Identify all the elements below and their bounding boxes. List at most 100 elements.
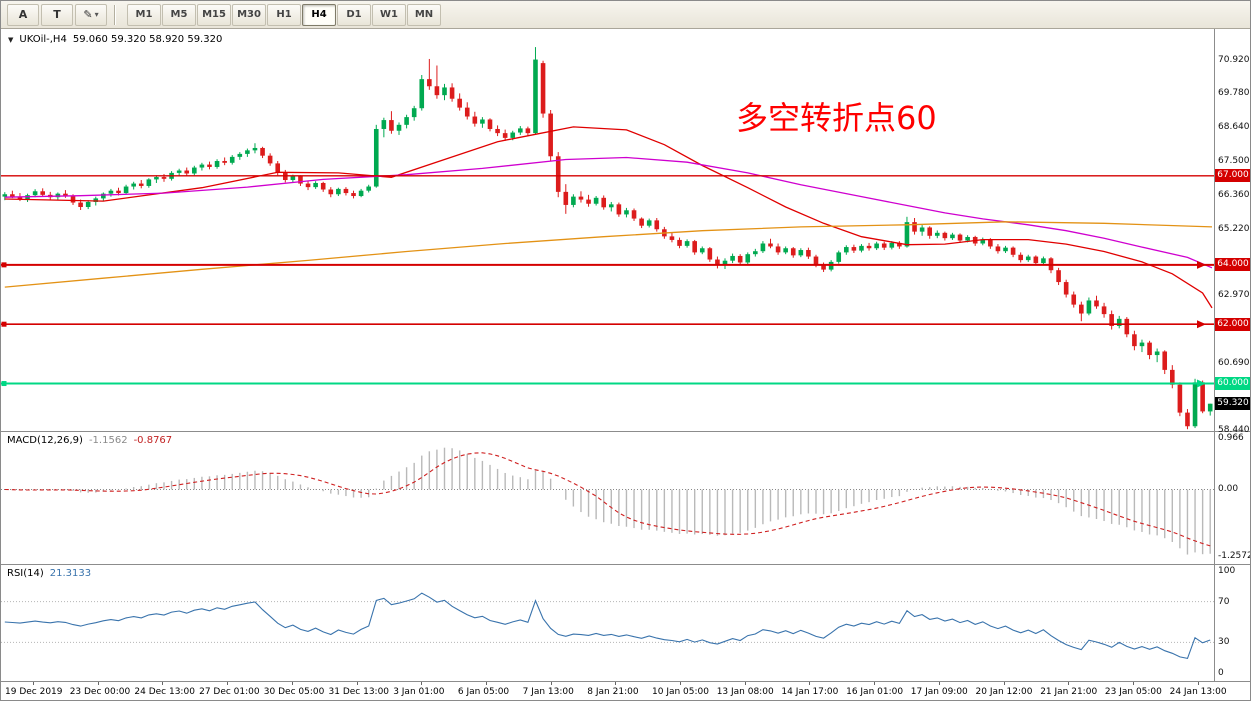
candle-body xyxy=(859,245,864,251)
candle-body xyxy=(161,177,167,179)
candle-body xyxy=(480,119,485,124)
candle-body xyxy=(449,87,455,99)
time-axis[interactable]: 19 Dec 2019 23 Dec 00:00 24 Dec 13:00 27 De… xyxy=(1,682,1250,700)
candle-body xyxy=(1101,306,1107,315)
rsi-indicator-canvas[interactable] xyxy=(1,565,1214,681)
candle-body xyxy=(995,246,1001,252)
expand-triangle-icon[interactable]: ▼ xyxy=(8,35,14,44)
candle-body xyxy=(1056,270,1061,283)
timeframe-button-m15[interactable]: M15 xyxy=(197,3,231,26)
time-axis-tick xyxy=(1197,682,1199,685)
candle-body xyxy=(563,191,569,205)
candle-body xyxy=(101,193,106,199)
candle-body xyxy=(427,79,432,87)
candle-body xyxy=(1010,247,1016,255)
candle-body xyxy=(1086,300,1092,314)
price-line-handle[interactable] xyxy=(1,381,7,387)
candle-body xyxy=(518,128,523,133)
candle-body xyxy=(616,204,622,215)
candle-body xyxy=(1025,256,1031,261)
timeframe-button-d1[interactable]: D1 xyxy=(337,3,371,26)
time-axis-label: 23 Jan 05:00 xyxy=(1104,687,1162,697)
candle-body xyxy=(2,194,8,197)
drawing-tool-button[interactable]: ✎ ▾ xyxy=(75,3,107,26)
time-axis-tick xyxy=(938,682,940,685)
time-axis-tick xyxy=(421,682,423,685)
timeframe-button-h4[interactable]: H4 xyxy=(302,3,336,26)
price-axis-label: 65.220 xyxy=(1218,223,1250,234)
main-chart-canvas[interactable] xyxy=(1,29,1214,431)
candle-body xyxy=(10,194,15,197)
timeframe-button-h1[interactable]: H1 xyxy=(267,3,301,26)
time-axis-tick xyxy=(1068,682,1070,685)
candle-body xyxy=(540,63,546,114)
candle-body xyxy=(874,243,879,249)
candle-body xyxy=(55,193,61,198)
price-line-label-box: 64.000 xyxy=(1215,258,1250,272)
ma-mid-magenta xyxy=(4,156,1213,269)
candle-body xyxy=(1018,254,1023,261)
candle-body xyxy=(919,227,925,232)
rsi-value: 21.3133 xyxy=(49,568,92,579)
candle-body xyxy=(252,147,258,151)
candle-body xyxy=(260,147,265,156)
candle-body xyxy=(275,163,281,173)
candle-body xyxy=(654,220,660,230)
price-line-handle[interactable] xyxy=(1,262,7,268)
time-axis-label: 21 Jan 21:00 xyxy=(1040,687,1098,697)
time-axis-label: 16 Jan 01:00 xyxy=(846,687,904,697)
candle-body xyxy=(389,120,394,131)
text-tool-button[interactable]: T xyxy=(41,3,73,26)
price-axis-label: 62.970 xyxy=(1218,290,1250,301)
candle-body xyxy=(934,232,940,236)
price-axis-border xyxy=(1214,29,1215,682)
candle-body xyxy=(245,150,250,154)
time-axis-label: 14 Jan 17:00 xyxy=(781,687,839,697)
panel-divider-main-macd[interactable] xyxy=(1,431,1250,432)
candle-body xyxy=(1041,258,1046,264)
candle-body xyxy=(138,183,144,186)
arrow-tool-button[interactable]: A xyxy=(7,3,39,26)
candle-body xyxy=(411,108,417,118)
macd-indicator-canvas[interactable] xyxy=(1,432,1214,564)
candle-body xyxy=(146,179,152,186)
candle-body xyxy=(586,199,591,204)
candle-body xyxy=(1116,318,1122,326)
price-axis-label: 58.440 xyxy=(1218,424,1250,435)
candle-body xyxy=(813,256,819,265)
candle-body xyxy=(912,222,917,232)
candle-body xyxy=(608,204,614,208)
candle-body xyxy=(745,254,751,263)
chart-annotation-text[interactable]: 多空转折点60 xyxy=(736,99,937,137)
panel-divider-macd-rsi[interactable] xyxy=(1,564,1250,565)
candle-body xyxy=(1094,300,1099,307)
price-axis-label: 69.780 xyxy=(1218,88,1250,99)
candle-body xyxy=(358,190,364,197)
candle-body xyxy=(760,243,766,252)
candle-body xyxy=(336,188,341,195)
macd-header: MACD(12,26,9) -1.1562 -0.8767 xyxy=(7,435,172,446)
candle-body xyxy=(646,220,652,226)
candle-body xyxy=(593,197,599,204)
candle-body xyxy=(548,113,553,157)
price-line-handle[interactable] xyxy=(1,321,7,327)
time-axis-label: 20 Jan 12:00 xyxy=(975,687,1033,697)
candle-body xyxy=(1109,314,1114,326)
time-axis-tick xyxy=(809,682,811,685)
timeframe-button-mn[interactable]: MN xyxy=(407,3,441,26)
candle-body xyxy=(988,239,993,247)
time-axis-tick xyxy=(162,682,164,685)
candle-body xyxy=(305,183,311,188)
macd-histogram xyxy=(11,447,1211,555)
timeframe-button-w1[interactable]: W1 xyxy=(372,3,406,26)
macd-main-value: -1.1562 xyxy=(88,435,128,446)
timeframe-button-m1[interactable]: M1 xyxy=(127,3,161,26)
candle-body xyxy=(192,167,197,174)
candle-body xyxy=(730,255,735,261)
candle-body xyxy=(17,196,23,199)
macd-axis-label: 0.00 xyxy=(1218,484,1239,495)
timeframe-button-m30[interactable]: M30 xyxy=(232,3,266,26)
time-axis-tick xyxy=(680,682,681,685)
timeframe-button-m5[interactable]: M5 xyxy=(162,3,196,26)
